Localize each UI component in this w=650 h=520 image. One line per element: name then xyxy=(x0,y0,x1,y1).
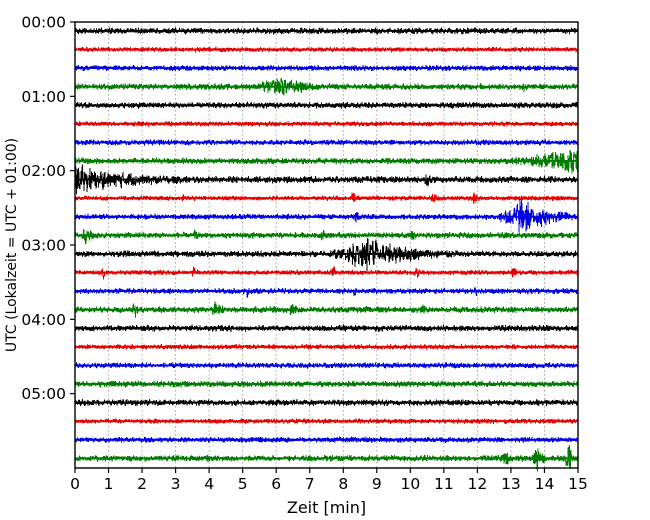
x-tick-label: 7 xyxy=(305,475,315,493)
x-tick-label: 9 xyxy=(372,475,382,493)
x-tick-label: 1 xyxy=(104,475,114,493)
seismic-trace xyxy=(74,228,579,245)
seismic-trace xyxy=(74,445,579,472)
x-tick-label: 5 xyxy=(238,475,248,493)
y-tick-label: 02:00 xyxy=(21,162,66,180)
x-tick-label: 12 xyxy=(468,475,488,493)
y-tick-label: 01:00 xyxy=(21,88,66,106)
x-tick-label: 15 xyxy=(568,475,588,493)
x-tick-label: 13 xyxy=(501,475,521,493)
x-tick-label: 8 xyxy=(338,475,348,493)
x-tick-label: 11 xyxy=(434,475,454,493)
y-axis-label: UTC (Lokalzeit = UTC + 01:00) xyxy=(4,138,20,352)
x-tick-label: 4 xyxy=(204,475,214,493)
x-tick-label: 6 xyxy=(271,475,281,493)
x-tick-label: 14 xyxy=(535,475,555,493)
axis-group: 0 1 2 3 4 5 6 7 8 9 10 11 12 13 14 1500:0001:0002:0003:… xyxy=(4,14,588,518)
x-axis-label: Zeit [min] xyxy=(287,498,366,517)
y-tick-label: 00:00 xyxy=(21,14,66,32)
trace-group xyxy=(74,27,579,472)
seismic-trace xyxy=(74,237,579,272)
y-tick-label: 03:00 xyxy=(21,237,66,255)
x-tick-label: 2 xyxy=(137,475,147,493)
y-tick-label: 04:00 xyxy=(21,311,66,329)
seismic-trace xyxy=(74,286,579,298)
seismic-trace xyxy=(74,362,579,369)
x-tick-label: 10 xyxy=(400,475,420,493)
x-tick-label: 0 xyxy=(70,475,80,493)
y-tick-label: 05:00 xyxy=(21,385,66,403)
x-tick-label: 3 xyxy=(171,475,181,493)
